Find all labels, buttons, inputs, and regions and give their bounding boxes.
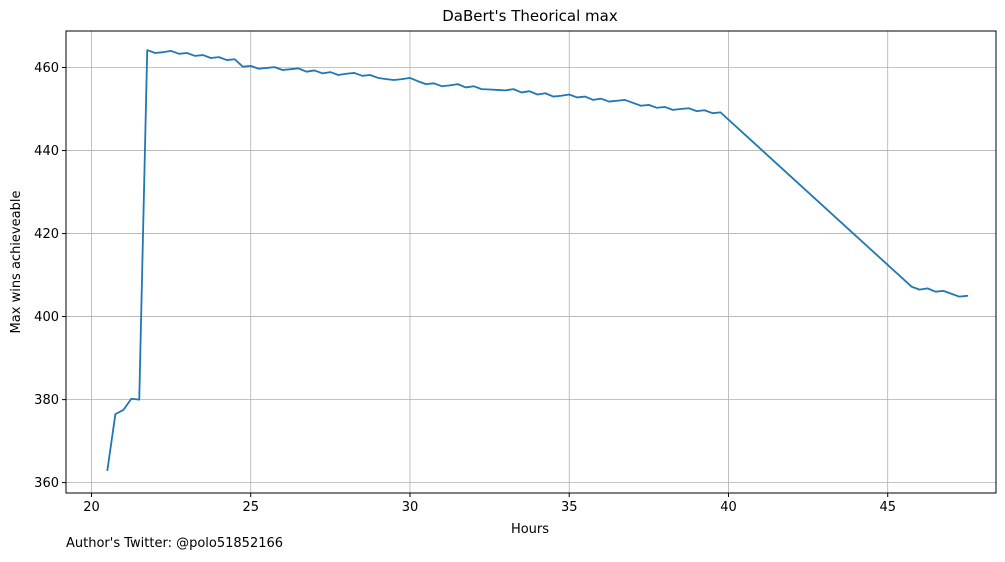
- y-tick-label: 420: [34, 227, 59, 242]
- x-tick-label: 25: [242, 500, 259, 515]
- plot-frame: [65, 30, 997, 494]
- data-points: [107, 50, 967, 470]
- x-tick-label: 35: [561, 500, 578, 515]
- y-tick-label: 440: [34, 144, 59, 159]
- y-axis-label: Max wins achieveable: [9, 191, 24, 334]
- x-tick-label: 45: [879, 500, 896, 515]
- x-axis-label: Hours: [511, 522, 549, 537]
- x-tick-label: 40: [720, 500, 737, 515]
- author-footnote: Author's Twitter: @polo51852166: [66, 536, 284, 551]
- series-line: [106, 49, 969, 472]
- chart-title: DaBert's Theorical max: [442, 7, 618, 25]
- x-tick-label: 20: [83, 500, 100, 515]
- x-tick-label: 30: [402, 500, 419, 515]
- y-tick-label: 460: [34, 61, 59, 76]
- y-tick-label: 400: [34, 310, 59, 325]
- y-tick-label: 380: [34, 393, 59, 408]
- y-tick-label: 360: [34, 476, 59, 491]
- grid: [66, 31, 996, 493]
- axis-ticks: 20 25 30 35 40 45 360 380 400 420 440 460: [34, 61, 896, 515]
